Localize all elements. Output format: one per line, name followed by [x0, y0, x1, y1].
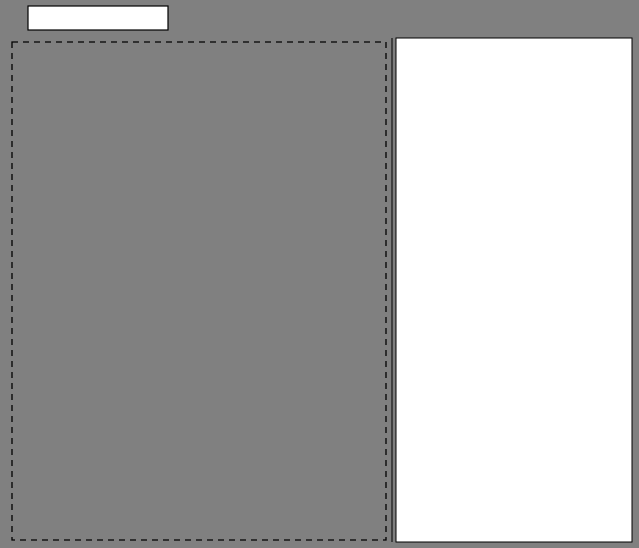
flowchart-root — [0, 0, 639, 548]
header-box-stages — [28, 6, 168, 30]
flowchart-svg — [0, 0, 639, 548]
procedures-panel — [396, 38, 632, 542]
